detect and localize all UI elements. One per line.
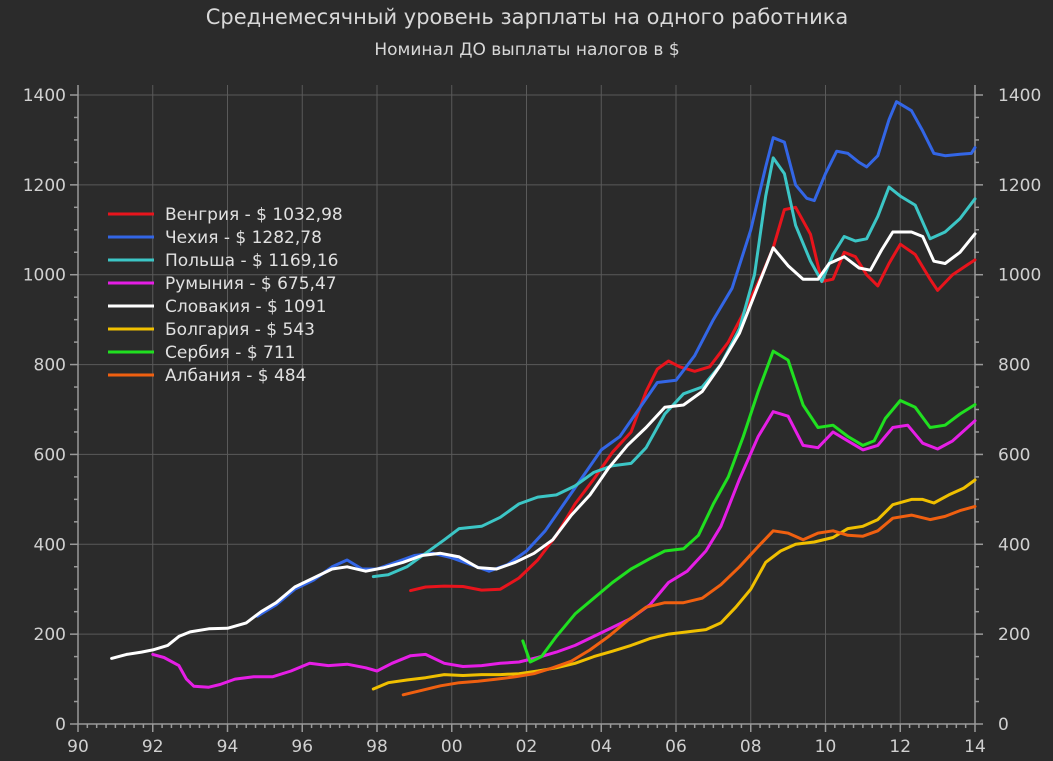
- legend-label-2: Польша - $ 1169,16: [165, 251, 339, 271]
- legend-label-7: Албания - $ 484: [165, 366, 306, 386]
- x-tick-label: 92: [142, 737, 164, 757]
- y-tick-label-left: 400: [34, 535, 66, 555]
- series-line-0: [409, 205, 977, 593]
- x-tick-label: 94: [217, 737, 239, 757]
- x-tick-label: 90: [67, 737, 89, 757]
- legend-label-1: Чехия - $ 1282,78: [165, 228, 322, 248]
- x-tick-label: 98: [366, 737, 388, 757]
- x-tick-label: 06: [665, 737, 687, 757]
- y-tick-label-left: 1000: [23, 266, 66, 286]
- y-tick-label-right: 1200: [998, 176, 1041, 196]
- x-tick-label: 04: [590, 737, 612, 757]
- legend-label-5: Болгария - $ 543: [165, 320, 315, 340]
- y-tick-label-right: 400: [998, 535, 1030, 555]
- x-tick-label: 02: [516, 737, 538, 757]
- series-line-5: [371, 478, 977, 691]
- series-line-7: [401, 505, 977, 697]
- y-tick-label-right: 1000: [998, 266, 1041, 286]
- y-tick-label-right: 200: [998, 625, 1030, 645]
- series-line-1: [255, 100, 977, 618]
- legend-label-0: Венгрия - $ 1032,98: [165, 205, 343, 225]
- y-tick-label-left: 200: [34, 625, 66, 645]
- series-line-4: [110, 230, 977, 660]
- series-line-6: [521, 349, 977, 664]
- legend-label-3: Румыния - $ 675,47: [165, 274, 337, 294]
- legend-label-4: Словакия - $ 1091: [165, 297, 327, 317]
- y-tick-label-right: 600: [998, 445, 1030, 465]
- legend: Венгрия - $ 1032,98 Чехия - $ 1282,78 Поль…: [108, 205, 343, 386]
- legend-label-6: Сербия - $ 711: [165, 343, 296, 363]
- y-tick-label-right: 800: [998, 356, 1030, 376]
- series-line-3: [151, 410, 977, 689]
- y-tick-label-right: 0: [998, 715, 1009, 735]
- x-tick-label: 10: [815, 737, 837, 757]
- x-tick-label: 96: [291, 737, 313, 757]
- x-tick-label: 08: [740, 737, 762, 757]
- y-tick-label-left: 1200: [23, 176, 66, 196]
- y-tick-label-left: 1400: [23, 86, 66, 106]
- y-tick-label-left: 600: [34, 445, 66, 465]
- y-tick-label-left: 800: [34, 356, 66, 376]
- chart-title: Среднемесячный уровень зарплаты на одног…: [206, 5, 849, 29]
- series-lines: [110, 100, 977, 697]
- x-tick-label: 00: [441, 737, 463, 757]
- y-tick-label-left: 0: [55, 715, 66, 735]
- y-tick-label-right: 1400: [998, 86, 1041, 106]
- x-tick-label: 12: [889, 737, 911, 757]
- x-tick-label: 14: [964, 737, 986, 757]
- chart-subtitle: Номинал ДО выплаты налогов в $: [374, 40, 679, 60]
